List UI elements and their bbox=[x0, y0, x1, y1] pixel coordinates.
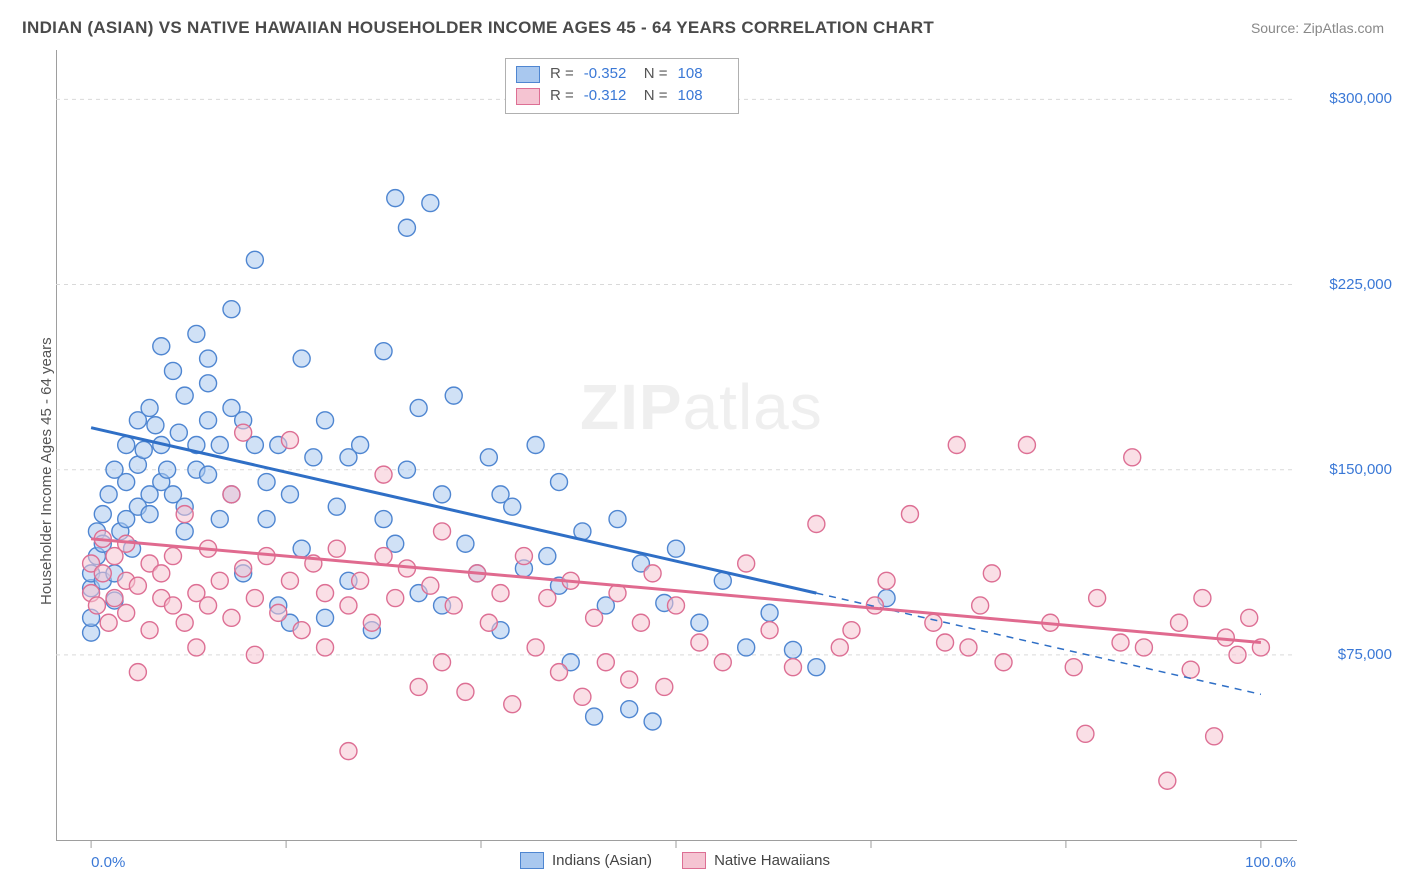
series-legend-item: Native Hawaiians bbox=[682, 852, 830, 869]
source-label: Source: ZipAtlas.com bbox=[1251, 20, 1384, 36]
r-value: -0.312 bbox=[584, 85, 634, 107]
series-legend-item: Indians (Asian) bbox=[520, 852, 652, 869]
x-tick-label: 0.0% bbox=[91, 854, 125, 871]
r-label: R = bbox=[550, 85, 574, 107]
n-value: 108 bbox=[678, 63, 728, 85]
legend-swatch bbox=[516, 66, 540, 83]
stat-legend-row: R = -0.312 N = 108 bbox=[516, 85, 728, 107]
series-legend: Indians (Asian) Native Hawaiians bbox=[520, 852, 830, 869]
legend-swatch bbox=[520, 852, 544, 869]
legend-swatch bbox=[516, 88, 540, 105]
r-label: R = bbox=[550, 63, 574, 85]
r-value: -0.352 bbox=[584, 63, 634, 85]
series-label: Native Hawaiians bbox=[714, 852, 830, 869]
y-tick-label: $225,000 bbox=[1302, 276, 1392, 293]
y-axis-label: Householder Income Ages 45 - 64 years bbox=[38, 337, 55, 605]
title-bar: INDIAN (ASIAN) VS NATIVE HAWAIIAN HOUSEH… bbox=[22, 18, 1384, 38]
chart-title: INDIAN (ASIAN) VS NATIVE HAWAIIAN HOUSEH… bbox=[22, 18, 934, 38]
correlation-legend: R = -0.352 N = 108 R = -0.312 N = 108 bbox=[505, 58, 739, 114]
stat-legend-row: R = -0.352 N = 108 bbox=[516, 63, 728, 85]
series-label: Indians (Asian) bbox=[552, 852, 652, 869]
scatter-plot bbox=[56, 50, 1296, 840]
y-tick-label: $300,000 bbox=[1302, 90, 1392, 107]
n-value: 108 bbox=[678, 85, 728, 107]
x-tick-label: 100.0% bbox=[1245, 854, 1296, 871]
y-tick-label: $150,000 bbox=[1302, 461, 1392, 478]
legend-swatch bbox=[682, 852, 706, 869]
n-label: N = bbox=[644, 85, 668, 107]
y-tick-label: $75,000 bbox=[1302, 646, 1392, 663]
n-label: N = bbox=[644, 63, 668, 85]
